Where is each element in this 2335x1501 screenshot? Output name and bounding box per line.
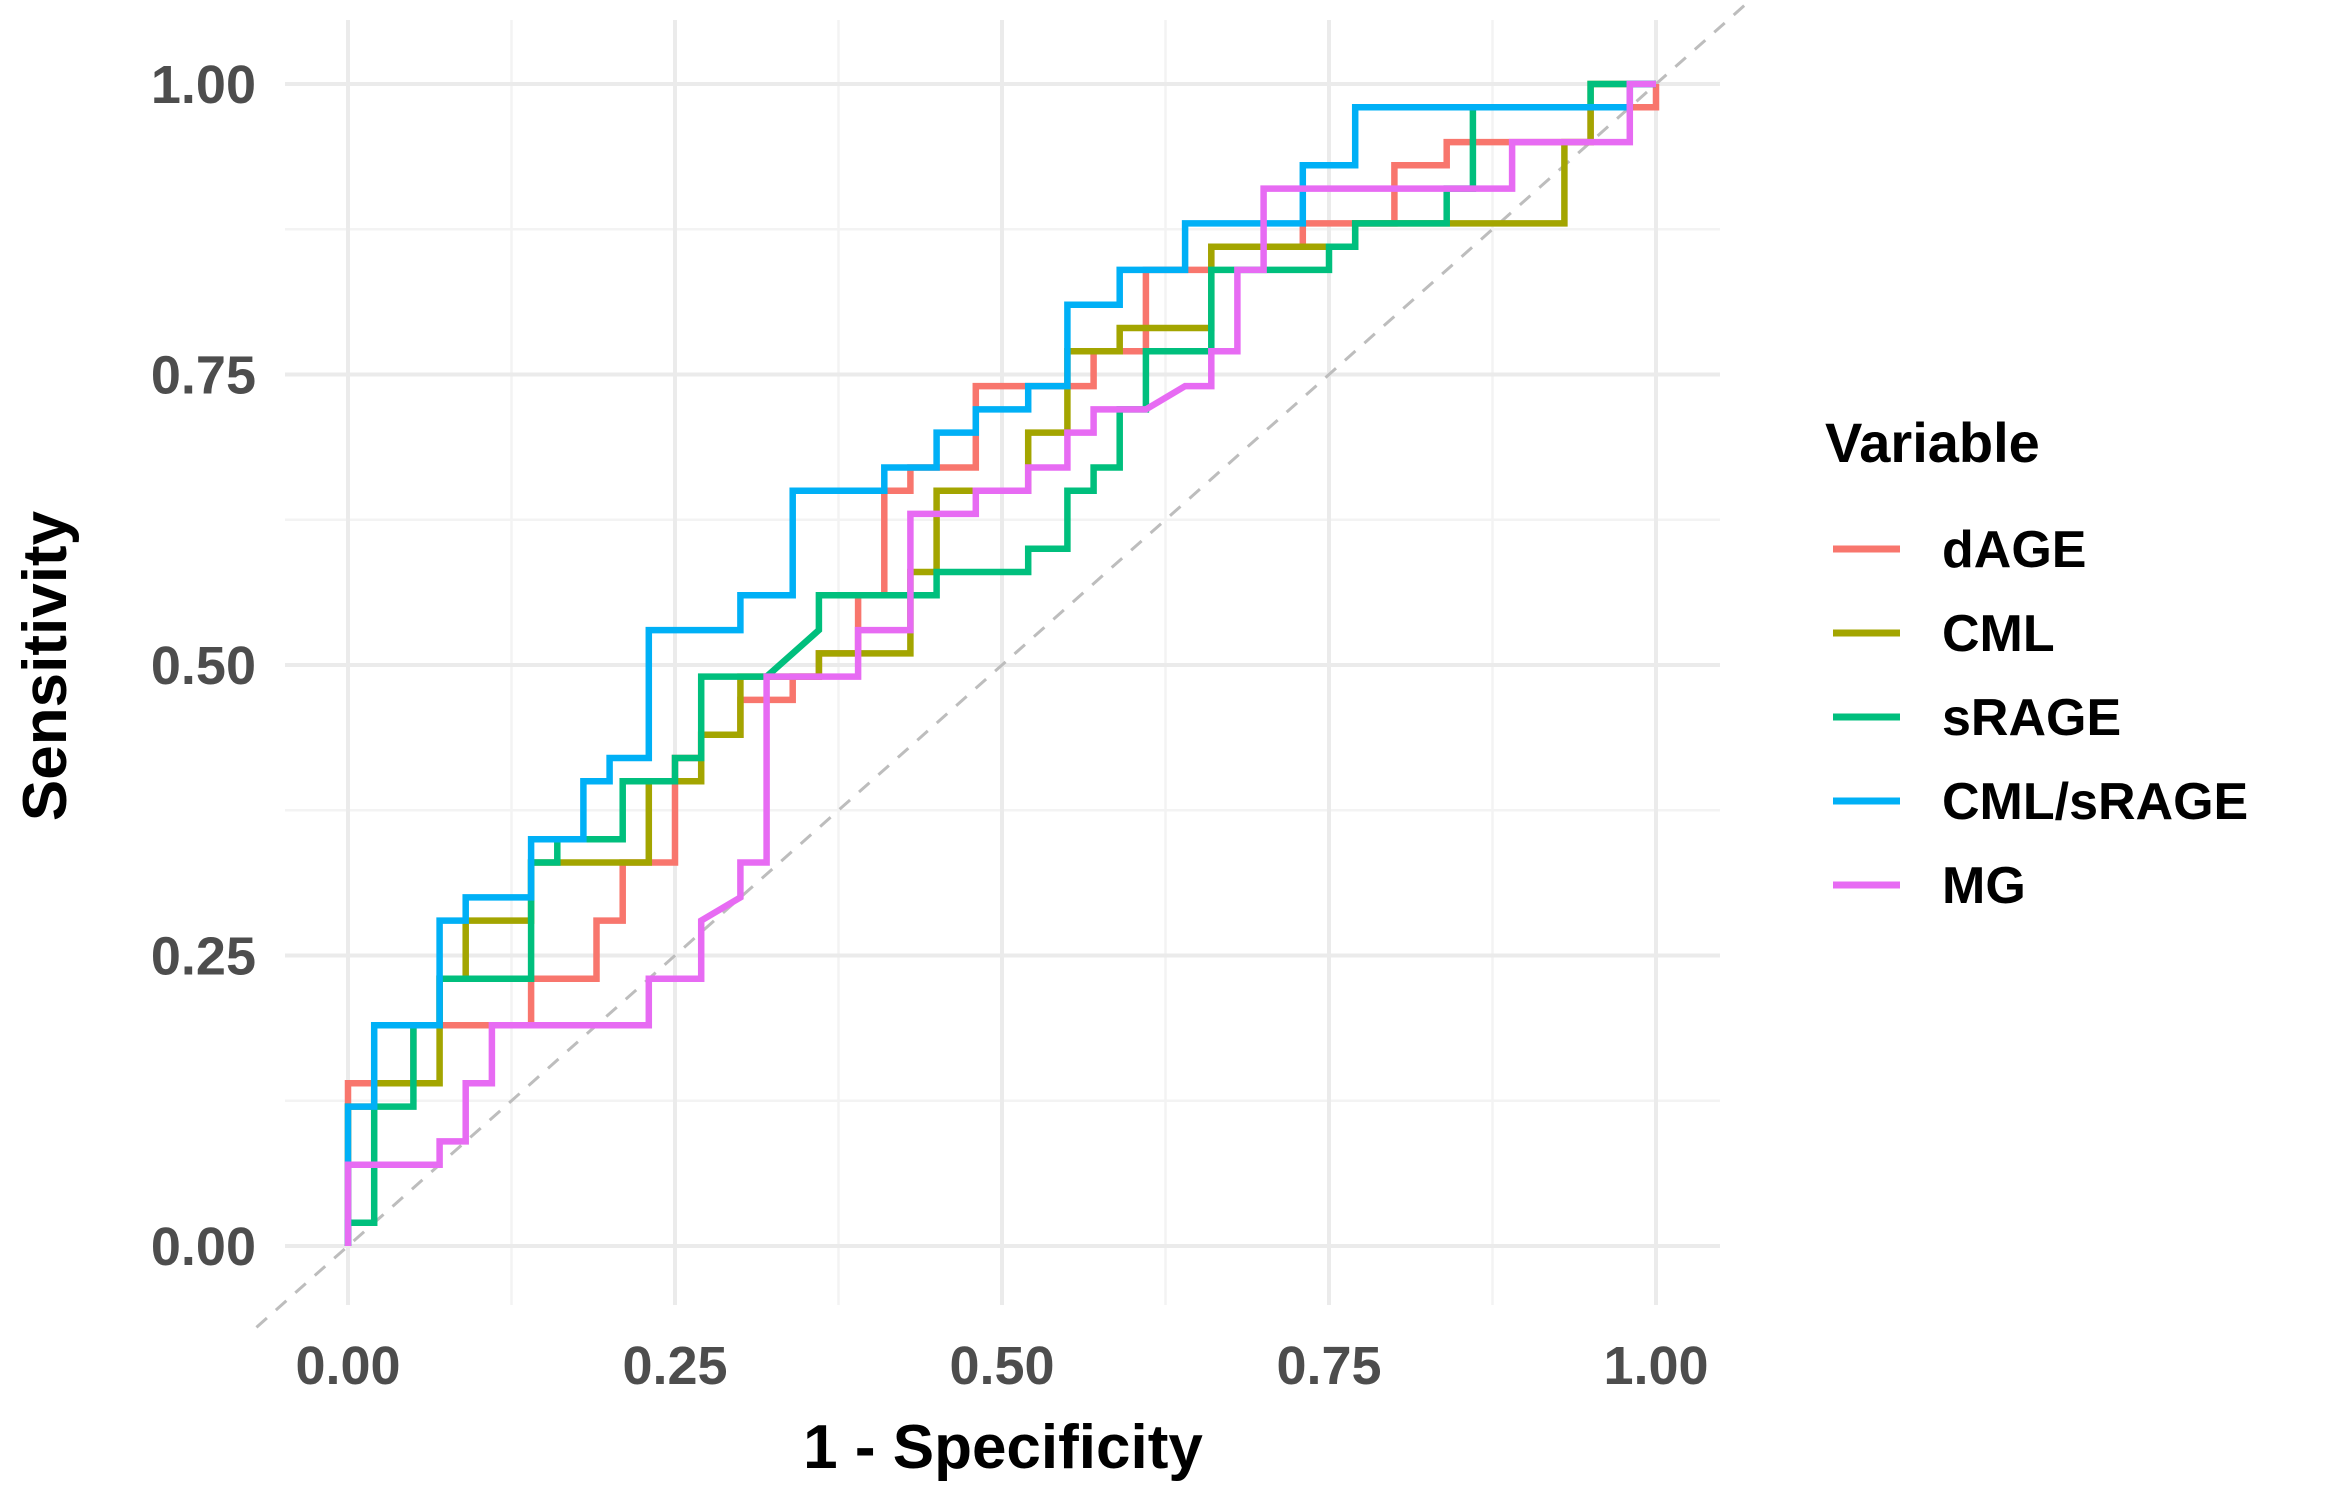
x-tick-label: 0.50 (949, 1336, 1054, 1396)
roc-line-mg (344, 80, 1656, 1246)
legend-title: Variable (1825, 411, 2040, 474)
x-tick-label: 0.75 (1276, 1336, 1381, 1396)
legend-label-cml-srage: CML/sRAGE (1942, 773, 2248, 831)
x-axis-title: 1 - Specificity (803, 1413, 1203, 1482)
roc-line-cml-srage (344, 80, 1656, 1246)
x-tick-label: 0.25 (622, 1336, 727, 1396)
y-tick-label: 1.00 (151, 55, 256, 115)
y-axis-title: Sensitivity (11, 510, 80, 821)
x-axis-tick-labels: 0.00 0.25 0.50 0.75 1.00 (295, 1336, 1708, 1396)
legend-label-dage: dAGE (1942, 521, 2086, 579)
legend-items: dAGE CML sRAGE CML/sRAGE MG (1833, 521, 2248, 915)
x-tick-label: 1.00 (1603, 1336, 1708, 1396)
reference-diagonal-line (255, 1, 1749, 1329)
x-tick-label: 0.00 (295, 1336, 400, 1396)
y-axis-tick-labels: 0.00 0.25 0.50 0.75 1.00 (151, 55, 256, 1277)
roc-line-srage (344, 80, 1656, 1246)
legend-label-srage: sRAGE (1942, 689, 2121, 747)
legend-label-cml: CML (1942, 605, 2055, 663)
y-tick-label: 0.00 (151, 1217, 256, 1277)
y-tick-label: 0.50 (151, 636, 256, 696)
plot-panel (255, 1, 1749, 1329)
roc-series-group (344, 80, 1660, 1246)
y-tick-label: 0.75 (151, 346, 256, 406)
y-tick-label: 0.25 (151, 927, 256, 987)
legend-label-mg: MG (1942, 857, 2026, 915)
legend: Variable dAGE CML sRAGE CML/sRAGE MG (1825, 411, 2248, 915)
